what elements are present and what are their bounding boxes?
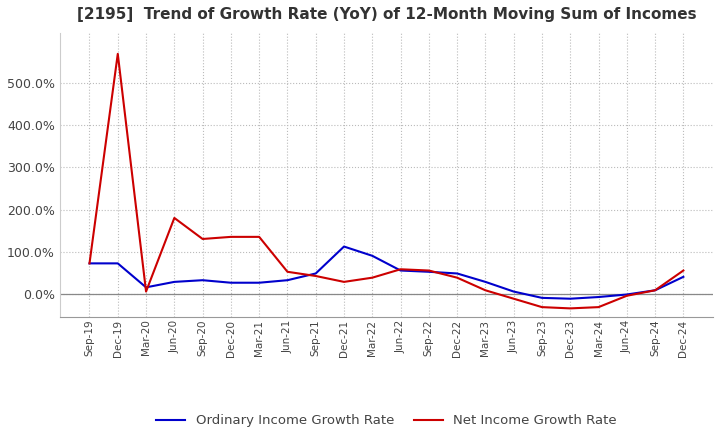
Net Income Growth Rate [425, 268, 433, 273]
Ordinary Income Growth Rate [368, 253, 377, 258]
Ordinary Income Growth Rate [425, 269, 433, 275]
Title: [2195]  Trend of Growth Rate (YoY) of 12-Month Moving Sum of Incomes: [2195] Trend of Growth Rate (YoY) of 12-… [76, 7, 696, 22]
Net Income Growth Rate [481, 288, 490, 293]
Ordinary Income Growth Rate [255, 280, 264, 286]
Net Income Growth Rate [142, 289, 150, 294]
Net Income Growth Rate [114, 51, 122, 56]
Net Income Growth Rate [623, 293, 631, 298]
Net Income Growth Rate [396, 267, 405, 272]
Ordinary Income Growth Rate [594, 294, 603, 300]
Net Income Growth Rate [312, 273, 320, 279]
Ordinary Income Growth Rate [651, 288, 660, 293]
Legend: Ordinary Income Growth Rate, Net Income Growth Rate: Ordinary Income Growth Rate, Net Income … [150, 409, 622, 432]
Net Income Growth Rate [651, 288, 660, 293]
Ordinary Income Growth Rate [312, 271, 320, 276]
Ordinary Income Growth Rate [679, 274, 688, 279]
Ordinary Income Growth Rate [142, 285, 150, 290]
Ordinary Income Growth Rate [227, 280, 235, 286]
Net Income Growth Rate [538, 304, 546, 310]
Net Income Growth Rate [85, 261, 94, 266]
Ordinary Income Growth Rate [566, 296, 575, 301]
Net Income Growth Rate [170, 215, 179, 220]
Net Income Growth Rate [340, 279, 348, 285]
Ordinary Income Growth Rate [396, 268, 405, 273]
Ordinary Income Growth Rate [114, 261, 122, 266]
Net Income Growth Rate [679, 268, 688, 273]
Ordinary Income Growth Rate [340, 244, 348, 249]
Net Income Growth Rate [368, 275, 377, 280]
Net Income Growth Rate [283, 269, 292, 275]
Net Income Growth Rate [453, 275, 462, 280]
Ordinary Income Growth Rate [283, 278, 292, 283]
Ordinary Income Growth Rate [481, 279, 490, 285]
Ordinary Income Growth Rate [170, 279, 179, 285]
Net Income Growth Rate [198, 236, 207, 242]
Net Income Growth Rate [594, 304, 603, 310]
Ordinary Income Growth Rate [509, 289, 518, 294]
Line: Ordinary Income Growth Rate: Ordinary Income Growth Rate [89, 246, 683, 299]
Line: Net Income Growth Rate: Net Income Growth Rate [89, 54, 683, 308]
Net Income Growth Rate [509, 296, 518, 301]
Net Income Growth Rate [227, 234, 235, 239]
Ordinary Income Growth Rate [198, 278, 207, 283]
Ordinary Income Growth Rate [623, 292, 631, 297]
Ordinary Income Growth Rate [538, 295, 546, 301]
Net Income Growth Rate [255, 234, 264, 239]
Ordinary Income Growth Rate [453, 271, 462, 276]
Net Income Growth Rate [566, 306, 575, 311]
Ordinary Income Growth Rate [85, 261, 94, 266]
